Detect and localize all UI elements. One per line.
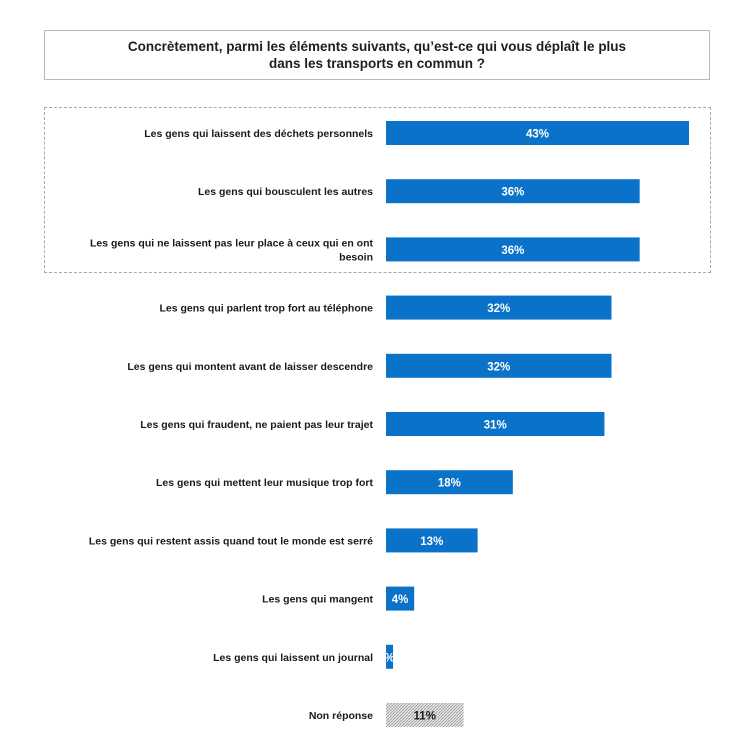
bar-2 — [386, 179, 640, 204]
bar-7 — [386, 470, 513, 495]
value-label: 36% — [501, 187, 524, 199]
bar-6 — [386, 412, 605, 436]
chart-title-box: Concrètement, parmi les éléments suivant… — [44, 30, 710, 80]
category-label: Les gens qui ne laissent pas leur place … — [90, 237, 374, 263]
value-label: 4% — [392, 594, 409, 606]
category-label: Les gens qui fraudent, ne paient pas leu… — [140, 419, 373, 431]
bar-3 — [386, 237, 640, 262]
value-label: 13% — [420, 536, 443, 548]
bar-4 — [386, 295, 612, 320]
category-label: Les gens qui restent assis quand tout le… — [89, 535, 373, 547]
bar-10 — [386, 644, 394, 669]
value-label: 32% — [487, 361, 510, 373]
top-three-highlight-frame — [44, 107, 711, 273]
value-label: 31% — [484, 420, 507, 432]
category-label: Les gens qui laissent des déchets person… — [144, 128, 373, 140]
category-label: Les gens qui montent avant de laisser de… — [127, 361, 373, 373]
category-label: Les gens qui mangent — [262, 594, 373, 606]
chart-title: Concrètement, parmi les éléments suivant… — [127, 39, 627, 71]
category-label: Les gens qui laissent un journal — [213, 652, 373, 664]
value-label: 18% — [438, 478, 461, 490]
value-label: 11% — [414, 711, 436, 723]
bar-5 — [386, 353, 612, 378]
category-label: Non réponse — [309, 710, 373, 722]
value-label: 32% — [487, 303, 510, 315]
category-label: Les gens qui parlent trop fort au téléph… — [159, 303, 373, 315]
bar-8 — [386, 528, 478, 553]
category-label: Les gens qui bousculent les autres — [198, 186, 373, 198]
category-label: Les gens qui mettent leur musique trop f… — [156, 477, 374, 489]
value-label: 43% — [526, 129, 549, 141]
value-label: % — [384, 652, 394, 664]
value-label: 36% — [501, 245, 524, 257]
bar-no-answer — [386, 703, 464, 727]
bar-9 — [386, 586, 415, 611]
bar-1 — [386, 121, 689, 145]
